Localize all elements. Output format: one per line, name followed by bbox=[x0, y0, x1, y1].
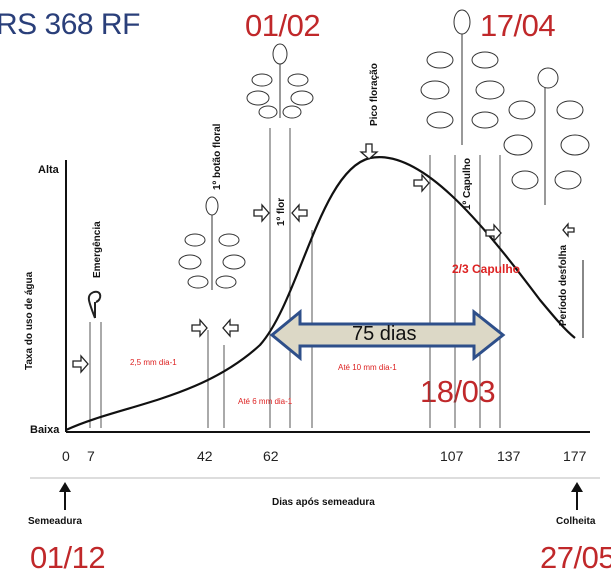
duration-arrow bbox=[269, 308, 506, 362]
date-boll-2-3: 18/03 bbox=[420, 374, 496, 409]
stage-first-boll: 1º Capulho bbox=[462, 158, 473, 210]
plant-boll-icon bbox=[420, 9, 505, 145]
plant-defoliation-icon bbox=[503, 67, 590, 205]
plant-flower-icon bbox=[246, 43, 314, 119]
stage-defoliation: Período desfolha bbox=[558, 244, 569, 326]
rate-label-1: 2,5 mm dia-1 bbox=[130, 358, 177, 367]
x-tick-137: 137 bbox=[497, 448, 521, 464]
stage-peak-flowering: Pico floração bbox=[369, 63, 380, 126]
x-tick-62: 62 bbox=[263, 448, 279, 464]
stage-two-thirds-boll: 2/3 Capulho bbox=[452, 262, 521, 276]
x-tick-7: 7 bbox=[87, 448, 95, 464]
x-tick-107: 107 bbox=[440, 448, 464, 464]
x-tick-42: 42 bbox=[197, 448, 213, 464]
x-axis-title: Dias após semeadura bbox=[272, 497, 375, 508]
stage-first-flower: 1º flor bbox=[276, 197, 287, 226]
stage-emergence: Emergência bbox=[92, 221, 103, 278]
date-harvest: 27/05 bbox=[540, 540, 611, 575]
event-arrows bbox=[59, 482, 583, 510]
chart-title: RS 368 RF bbox=[0, 8, 140, 41]
rate-label-2: Até 6 mm dia-1 bbox=[238, 397, 293, 406]
x-tick-177: 177 bbox=[563, 448, 587, 464]
water-use-curve bbox=[65, 155, 576, 431]
plant-bud-icon bbox=[178, 196, 246, 290]
event-harvest: Colheita bbox=[556, 516, 596, 527]
y-high-label: Alta bbox=[38, 164, 59, 176]
stage-first-bud: 1º botão floral bbox=[212, 123, 223, 190]
y-axis-title: Taxa do uso de água bbox=[24, 271, 35, 370]
date-first-flower: 01/02 bbox=[245, 8, 321, 43]
stage-arrows bbox=[72, 143, 575, 374]
y-low-label: Baixa bbox=[30, 424, 60, 436]
event-sowing: Semeadura bbox=[28, 516, 82, 527]
x-tick-0: 0 bbox=[62, 448, 70, 464]
duration-label: 75 dias bbox=[352, 323, 417, 345]
date-first-boll: 17/04 bbox=[480, 8, 556, 43]
seedling-icon bbox=[87, 290, 102, 319]
stage-lines bbox=[89, 128, 501, 428]
rate-label-3: Até 10 mm dia-1 bbox=[338, 363, 397, 372]
date-sowing: 01/12 bbox=[30, 540, 106, 575]
